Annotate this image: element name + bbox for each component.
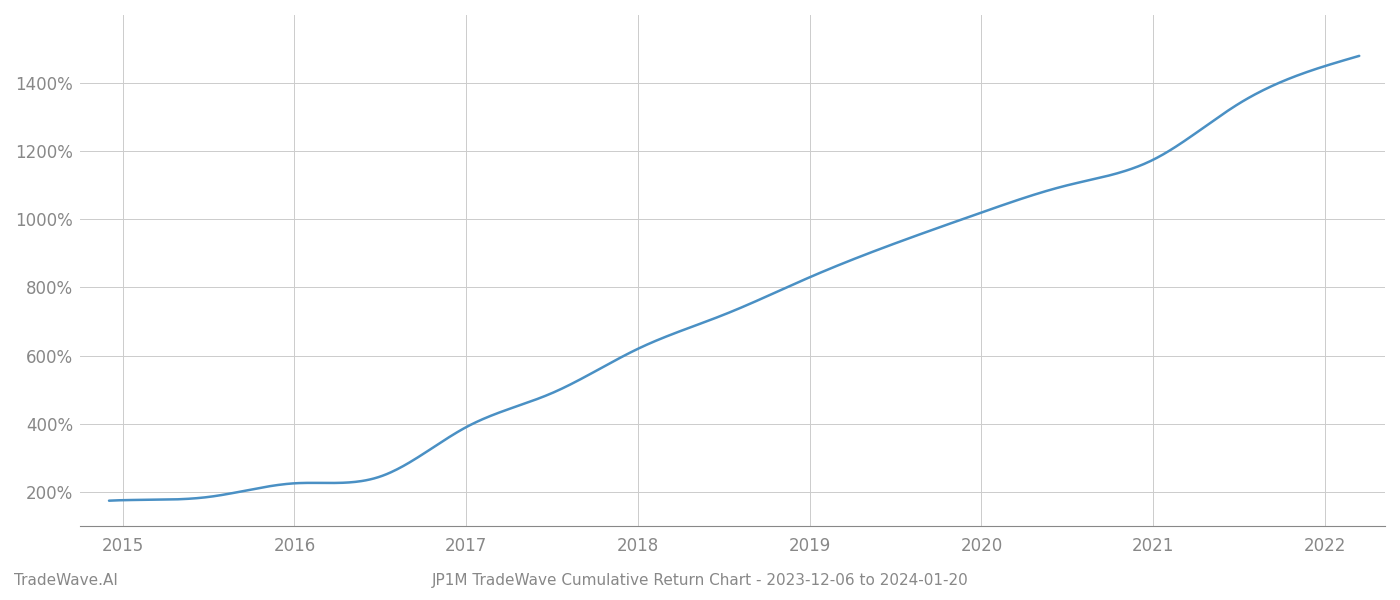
Text: TradeWave.AI: TradeWave.AI — [14, 573, 118, 588]
Text: JP1M TradeWave Cumulative Return Chart - 2023-12-06 to 2024-01-20: JP1M TradeWave Cumulative Return Chart -… — [431, 573, 969, 588]
